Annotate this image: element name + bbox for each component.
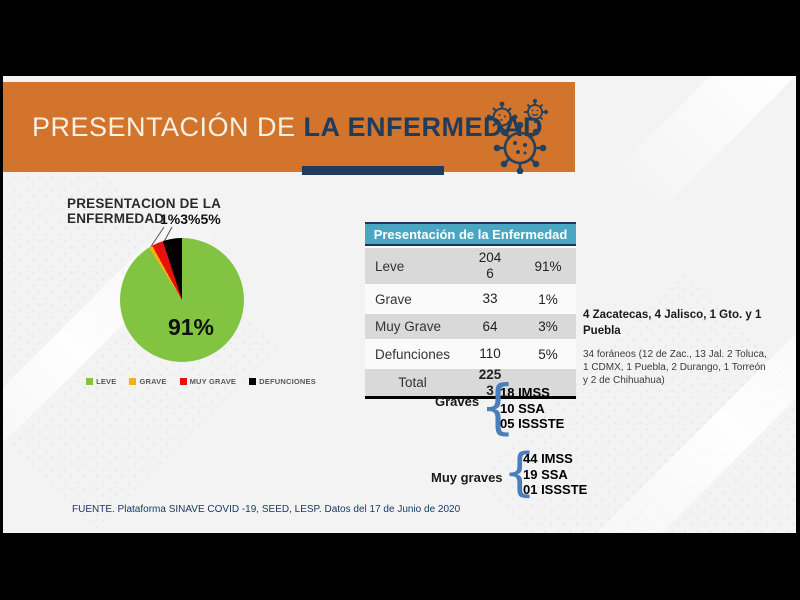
row-value: 110 [460, 346, 520, 362]
letterbox-top [0, 0, 800, 76]
row-label: Grave [375, 291, 412, 307]
row-value-number: 110 [479, 346, 501, 362]
graves-items: 18 IMSS 10 SSA 05 ISSSTE [500, 385, 565, 431]
row-percent: 5% [538, 346, 558, 362]
header-banner: PRESENTACIÓN DE LA ENFERMEDAD [3, 82, 575, 175]
pie-chart [120, 238, 244, 362]
muy-graves-label: Muy graves [431, 470, 503, 485]
graves-brace: { [480, 373, 516, 442]
presentation-slide: PRESENTACIÓN DE LA ENFERMEDAD [3, 76, 796, 533]
legend-label: GRAVE [139, 377, 167, 386]
muy-graves-brace: { [503, 443, 537, 503]
background-decoration [600, 76, 796, 229]
row-value-number: 33 [482, 291, 498, 307]
states-bold-text: 4 Zacatecas, 4 Jalisco, 1 Gto. y 1 Puebl… [583, 309, 762, 337]
row-label: Muy Grave [375, 319, 442, 334]
slide-title-light: PRESENTACIÓN DE [32, 111, 296, 142]
source-footnote: FUENTE. Plataforma SINAVE COVID -19, SEE… [72, 504, 461, 515]
legend-item-defunciones: DEFUNCIONES [249, 377, 316, 386]
legend-item-muy-grave: MUY GRAVE [179, 377, 237, 386]
letterbox-left [0, 0, 3, 600]
legend-swatch-grave [129, 378, 137, 385]
row-label: Leve [375, 258, 405, 274]
states-annotation: 4 Zacatecas, 4 Jalisco, 1 Gto. y 1 Puebl… [583, 308, 771, 387]
row-percent: 3% [538, 319, 558, 334]
row-value: 64 [460, 319, 520, 335]
row-percent: 91% [534, 258, 562, 274]
row-value: 2046 [460, 250, 520, 281]
table-row: Defunciones 110 5% [365, 339, 576, 367]
row-percent: 1% [538, 291, 558, 307]
total-value-number: 2253 [478, 366, 502, 398]
row-value: 33 [460, 291, 520, 307]
pie-legend: LEVE GRAVE MUY GRAVE DEFUNCIONES [83, 377, 319, 386]
table-total-row: Total 2253 [365, 367, 576, 399]
total-value: 2253 [460, 367, 520, 398]
row-value-number: 64 [482, 318, 498, 334]
table-row: Leve 2046 91% [365, 246, 576, 284]
table-row: Muy Grave 64 3% [365, 312, 576, 339]
slide-title: PRESENTACIÓN DE LA ENFERMEDAD [32, 82, 543, 172]
title-underline-bar [302, 166, 444, 175]
row-value-number: 2046 [478, 250, 502, 281]
states-detail-text: 34 foráneos (12 de Zac., 13 Jal. 2 Toluc… [583, 349, 767, 387]
legend-label: DEFUNCIONES [259, 377, 316, 386]
pie-small-slice-labels: 1%3%5% [160, 211, 221, 227]
letterbox-bottom [0, 533, 800, 600]
legend-item-grave: GRAVE [129, 377, 166, 386]
row-label: Defunciones [375, 346, 451, 362]
pie-chart-title: PRESENTACION DE LA ENFERMEDAD [67, 196, 221, 226]
data-table: Presentación de la Enfermedad Leve 2046 … [365, 222, 576, 399]
legend-swatch-leve [86, 378, 94, 385]
graves-label: Graves [435, 394, 480, 409]
legend-item-leve: LEVE [86, 377, 116, 386]
muy-graves-items: 44 IMSS 19 SSA 01 ISSSTE [523, 451, 588, 497]
table-row: Grave 33 1% [365, 284, 576, 312]
pie-main-slice-label: 91% [167, 314, 215, 340]
coronavirus-icon [478, 92, 560, 179]
table-header: Presentación de la Enfermedad [365, 222, 576, 246]
legend-label: LEVE [96, 377, 117, 386]
legend-label: MUY GRAVE [189, 377, 237, 386]
legend-swatch-muy-grave [179, 378, 187, 385]
legend-swatch-defunciones [249, 378, 257, 385]
letterbox-right [796, 0, 800, 600]
total-label: Total [398, 375, 427, 390]
